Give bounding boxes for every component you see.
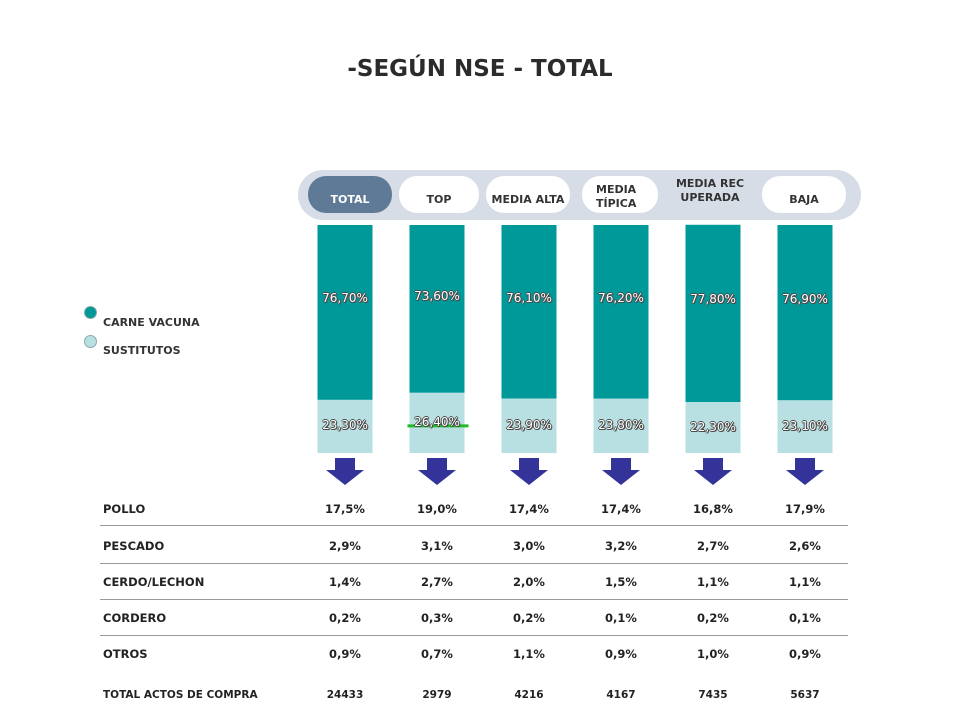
table-cell: 0,9% bbox=[789, 647, 821, 661]
data-label-carne-vacuna-media-recuperada: 77,80% bbox=[690, 292, 736, 307]
table-divider bbox=[100, 635, 848, 636]
segment-tab-bar: TOTAL TOP MEDIA ALTA MEDIA TÍPICA MEDIA … bbox=[298, 170, 861, 220]
tab-media-tipica-label: MEDIA TÍPICA bbox=[596, 182, 637, 210]
down-arrow-icon bbox=[602, 458, 640, 485]
table-cell: 3,2% bbox=[605, 539, 637, 553]
bar-sustitutos-baja bbox=[777, 400, 833, 453]
bar-carne-vacuna-total bbox=[317, 225, 373, 400]
table-cell: 1,5% bbox=[605, 575, 637, 589]
table-cell: 17,4% bbox=[509, 502, 549, 516]
total-cell: 5637 bbox=[790, 689, 820, 701]
legend-sustitutos-label: SUSTITUTOS bbox=[103, 344, 181, 357]
table-cell: 2,0% bbox=[513, 575, 545, 589]
tab-media-recuperada[interactable]: MEDIA RECUPERADA bbox=[668, 176, 752, 213]
table-row-label: OTROS bbox=[103, 647, 148, 661]
table-cell: 17,5% bbox=[325, 502, 365, 516]
data-label-sustitutos-total: 23,30% bbox=[322, 418, 368, 433]
legend-carne-vacuna-swatch bbox=[85, 307, 96, 318]
table-divider bbox=[100, 599, 848, 600]
data-label-sustitutos-media-t-pica: 23,80% bbox=[598, 417, 644, 432]
table-cell: 2,7% bbox=[697, 539, 729, 553]
bar-sustitutos-media-recuperada bbox=[685, 402, 741, 453]
table-cell: 0,2% bbox=[329, 611, 361, 625]
total-cell: 4167 bbox=[606, 689, 636, 701]
down-arrow-icon bbox=[418, 458, 456, 485]
table-cell: 0,2% bbox=[513, 611, 545, 625]
table-divider bbox=[100, 525, 848, 526]
table-cell: 2,6% bbox=[789, 539, 821, 553]
table-cell: 17,4% bbox=[601, 502, 641, 516]
table-cell: 16,8% bbox=[693, 502, 733, 516]
legend-carne-vacuna-label: CARNE VACUNA bbox=[103, 316, 200, 329]
table-cell: 0,1% bbox=[789, 611, 821, 625]
data-label-sustitutos-baja: 23,10% bbox=[782, 418, 828, 433]
bar-carne-vacuna-baja bbox=[777, 225, 833, 401]
tab-baja[interactable]: BAJA bbox=[762, 176, 846, 213]
data-label-sustitutos-media-alta: 23,90% bbox=[506, 417, 552, 432]
tab-media-alta[interactable]: MEDIA ALTA bbox=[486, 176, 570, 213]
table-cell: 0,9% bbox=[605, 647, 637, 661]
down-arrow-icon bbox=[694, 458, 732, 485]
bar-sustitutos-media-alta bbox=[501, 398, 557, 453]
data-label-carne-vacuna-media-t-pica: 76,20% bbox=[598, 291, 644, 306]
data-label-sustitutos-media-recuperada: 22,30% bbox=[690, 419, 736, 434]
bar-carne-vacuna-top bbox=[409, 225, 465, 393]
table-row-label: POLLO bbox=[103, 502, 146, 516]
table-divider bbox=[100, 563, 848, 564]
total-cell: 7435 bbox=[698, 689, 728, 701]
table-cell: 3,1% bbox=[421, 539, 453, 553]
tab-total[interactable]: TOTAL bbox=[308, 176, 392, 213]
bar-carne-vacuna-media-t-pica bbox=[593, 225, 649, 399]
down-arrow-icon bbox=[510, 458, 548, 485]
data-label-carne-vacuna-top: 73,60% bbox=[414, 288, 460, 303]
table-cell: 0,7% bbox=[421, 647, 453, 661]
table-cell: 2,9% bbox=[329, 539, 361, 553]
legend-sustitutos-swatch bbox=[85, 336, 96, 347]
total-cell: 2979 bbox=[422, 689, 452, 701]
bar-sustitutos-top bbox=[409, 392, 465, 453]
table-row-label: CERDO/LECHON bbox=[103, 575, 205, 589]
table-cell: 2,7% bbox=[421, 575, 453, 589]
bar-sustitutos-media-t-pica bbox=[593, 398, 649, 453]
table-cell: 0,3% bbox=[421, 611, 453, 625]
total-cell: 4216 bbox=[514, 689, 544, 701]
tab-top[interactable]: TOP bbox=[399, 176, 479, 213]
bar-carne-vacuna-media-alta bbox=[501, 225, 557, 399]
down-arrow-icon bbox=[786, 458, 824, 485]
table-cell: 1,1% bbox=[697, 575, 729, 589]
table-cell: 0,2% bbox=[697, 611, 729, 625]
table-cell: 17,9% bbox=[785, 502, 825, 516]
data-label-carne-vacuna-media-alta: 76,10% bbox=[506, 290, 552, 305]
bar-carne-vacuna-media-recuperada bbox=[685, 224, 741, 403]
data-label-sustitutos-top: 26,40% bbox=[414, 414, 460, 429]
table-cell: 1,0% bbox=[697, 647, 729, 661]
table-row-label: PESCADO bbox=[103, 539, 165, 553]
tab-media-tipica[interactable]: MEDIA TÍPICA bbox=[582, 176, 658, 213]
table-cell: 19,0% bbox=[417, 502, 457, 516]
total-row-label: TOTAL ACTOS DE COMPRA bbox=[103, 689, 258, 701]
down-arrow-icon bbox=[326, 458, 364, 485]
table-cell: 1,4% bbox=[329, 575, 361, 589]
data-label-carne-vacuna-baja: 76,90% bbox=[782, 291, 828, 306]
bar-sustitutos-total bbox=[317, 399, 373, 453]
data-label-carne-vacuna-total: 76,70% bbox=[322, 291, 368, 306]
table-cell: 1,1% bbox=[789, 575, 821, 589]
table-cell: 3,0% bbox=[513, 539, 545, 553]
table-row-label: CORDERO bbox=[103, 611, 167, 625]
tab-media-recuperada-label: MEDIA RECUPERADA bbox=[675, 176, 745, 204]
table-cell: 0,9% bbox=[329, 647, 361, 661]
page-title: -SEGÚN NSE - TOTAL bbox=[347, 56, 613, 82]
table-cell: 1,1% bbox=[513, 647, 545, 661]
table-cell: 0,1% bbox=[605, 611, 637, 625]
total-cell: 24433 bbox=[326, 689, 364, 701]
